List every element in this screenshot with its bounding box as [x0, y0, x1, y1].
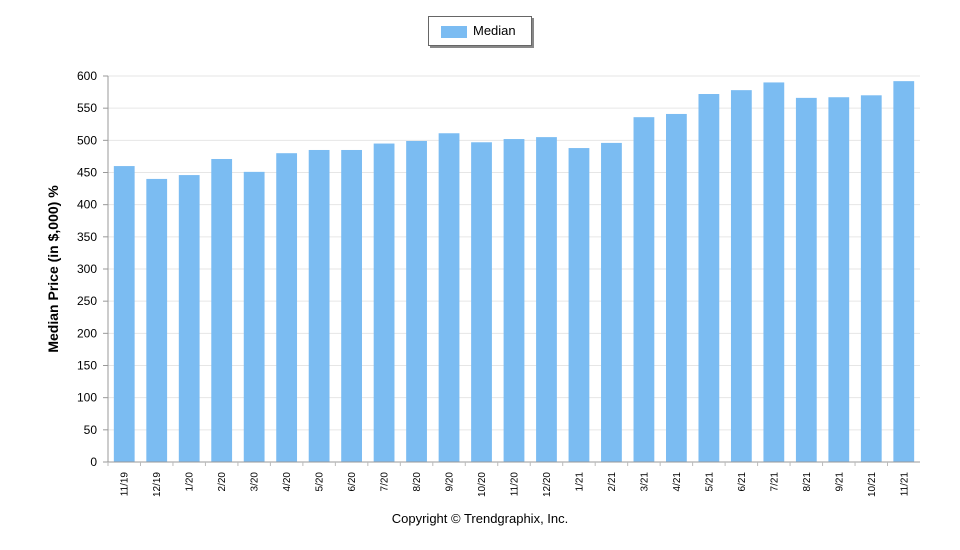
y-tick-labels: 0 50 100 150 200 250 300 350 400 450 500 550 600 — [77, 69, 97, 469]
x-tick-label: 11/21 — [899, 472, 910, 497]
bar-5-20 — [308, 149, 330, 462]
copyright-footer: Copyright © Trendgraphix, Inc. — [391, 511, 569, 526]
x-tick-label: 8/21 — [802, 472, 813, 492]
x-tick-label: 7/20 — [380, 472, 391, 492]
bar-11-20 — [503, 139, 525, 462]
y-tick-label: 450 — [77, 166, 97, 180]
bars — [113, 81, 915, 463]
x-tick-label: 9/20 — [445, 472, 456, 492]
x-tick-label: 2/21 — [607, 472, 618, 492]
bar-11-21 — [893, 81, 915, 462]
bar-12-20 — [536, 137, 557, 462]
legend: Median — [428, 16, 532, 46]
x-tick-label: 10/21 — [867, 472, 878, 497]
y-tick-label: 250 — [77, 294, 97, 308]
bar-3-21 — [633, 117, 655, 462]
x-tick-label: 3/21 — [639, 472, 650, 492]
x-tick-label: 5/20 — [315, 472, 326, 492]
y-tick-label: 150 — [77, 359, 97, 373]
y-tick-label: 50 — [84, 423, 98, 437]
legend-label: Median — [473, 23, 516, 38]
x-tick-label: 6/20 — [347, 472, 358, 492]
bar-11-19 — [113, 166, 135, 463]
x-tick-label: 10/20 — [477, 472, 488, 497]
y-tick-label: 550 — [77, 101, 97, 115]
bar-10-21 — [860, 95, 882, 463]
bar-7-20 — [373, 143, 395, 463]
bar-10-20 — [471, 142, 492, 462]
x-tick-label: 4/21 — [672, 472, 683, 492]
x-tick-label: 12/20 — [542, 472, 553, 497]
y-tick-label: 100 — [77, 391, 97, 405]
x-tick-label: 9/21 — [834, 472, 845, 492]
y-tick-label: 300 — [77, 262, 97, 276]
bar-1-21 — [568, 148, 590, 462]
bar-5-21 — [698, 94, 720, 462]
x-tick-label: 8/20 — [412, 472, 423, 492]
axes — [103, 75, 920, 466]
x-tick-label: 5/21 — [704, 472, 715, 492]
bar-1-20 — [178, 175, 200, 462]
bar-8-20 — [406, 140, 427, 462]
x-tick-labels: 11/19 12/19 1/20 2/20 3/20 4/20 5/20 6/20 7/20 8/… — [120, 472, 911, 497]
bar-3-20 — [243, 171, 265, 462]
y-tick-label: 0 — [90, 455, 97, 469]
x-tick-label: 7/21 — [769, 472, 780, 492]
x-tick-label: 11/20 — [510, 472, 521, 497]
x-tick-label: 4/20 — [282, 472, 293, 492]
y-tick-label: 350 — [77, 230, 97, 244]
bar-6-21 — [730, 90, 752, 463]
y-tick-label: 200 — [77, 326, 97, 340]
x-tick-label: 3/20 — [250, 472, 261, 492]
bar-4-21 — [666, 113, 687, 462]
x-tick-label: 6/21 — [737, 472, 748, 492]
bar-2-21 — [601, 142, 622, 462]
x-tick-label: 12/19 — [152, 472, 163, 497]
bar-4-20 — [276, 153, 298, 462]
y-axis-title: Median Price (in $,000) % — [45, 185, 61, 353]
bar-6-20 — [341, 149, 362, 462]
bar-2-20 — [211, 158, 233, 463]
bar-9-20 — [438, 133, 460, 463]
bar-7-21 — [763, 82, 785, 462]
y-tick-label: 600 — [77, 69, 97, 83]
legend-swatch — [441, 26, 467, 38]
x-tick-label: 1/21 — [574, 472, 585, 492]
y-tick-label: 500 — [77, 133, 97, 147]
y-tick-label: 400 — [77, 198, 97, 212]
bar-8-21 — [795, 97, 817, 462]
x-tick-label: 11/19 — [120, 472, 131, 497]
x-tick-label: 1/20 — [185, 472, 196, 492]
x-tick-label: 2/20 — [217, 472, 228, 492]
bar-12-19 — [146, 178, 168, 462]
bar-9-21 — [828, 97, 850, 462]
